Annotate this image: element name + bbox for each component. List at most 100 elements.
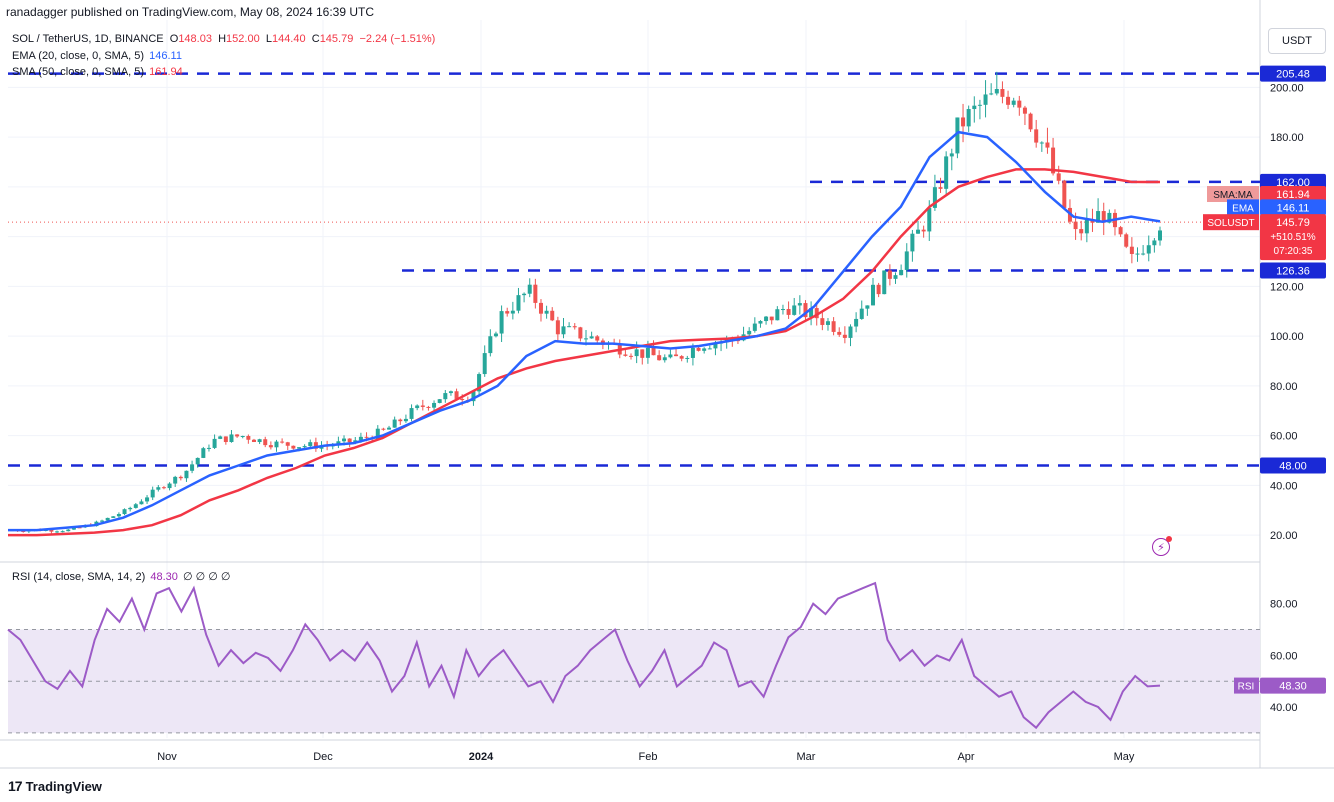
tradingview-logo[interactable]: 17 TradingView xyxy=(8,778,102,794)
rsi-y-tick-label: 40.00 xyxy=(1270,702,1298,714)
candle-body xyxy=(780,309,785,311)
candle-body xyxy=(769,316,774,321)
candle-body xyxy=(944,156,949,189)
candle-body xyxy=(775,309,780,321)
candle-body xyxy=(910,233,915,252)
sma-legend-value: 161.94 xyxy=(149,66,183,78)
candle-body xyxy=(437,399,442,403)
candle-body xyxy=(623,354,628,356)
candle-body xyxy=(443,393,448,400)
candle-body xyxy=(454,391,459,399)
candle-body xyxy=(1006,96,1011,105)
x-tick-label: Feb xyxy=(639,751,658,763)
rsi-line xyxy=(7,581,1161,730)
candle-body xyxy=(235,434,240,437)
candle-body xyxy=(572,326,577,328)
sma-legend[interactable]: SMA (50, close, 0, SMA, 5) 161.94 xyxy=(12,66,183,78)
publish-info: ranadagger published on TradingView.com,… xyxy=(6,5,375,19)
change-value: −2.24 (−1.51%) xyxy=(359,33,436,45)
candle-body xyxy=(916,229,921,234)
candle-body xyxy=(674,354,679,357)
candle-body xyxy=(139,501,144,505)
candle-body xyxy=(392,419,397,428)
lightning-icon[interactable]: ⚡ xyxy=(1152,536,1172,556)
candle-body xyxy=(1090,219,1095,223)
candle-body xyxy=(1079,229,1084,234)
candle-body xyxy=(510,310,515,314)
candle-body xyxy=(195,457,200,465)
candle-body xyxy=(809,308,814,318)
rsi-legend[interactable]: RSI (14, close, SMA, 14, 2) 48.30 ∅ ∅ ∅ … xyxy=(12,571,231,583)
y-tick-label: 120.00 xyxy=(1270,281,1304,293)
ema-name-tag-bg xyxy=(1227,199,1259,216)
candle-body xyxy=(347,438,352,443)
price-tags: 205.48 162.00 126.36 48.00 SMA:MA 161.94 EMA 14… xyxy=(1203,65,1326,694)
currency-button[interactable]: USDT xyxy=(1268,28,1326,54)
candle-body xyxy=(488,336,493,354)
candle-body xyxy=(764,316,769,322)
symbol-name-tag: SOLUSDT xyxy=(1207,218,1254,229)
candle-body xyxy=(184,470,189,479)
candle-body xyxy=(212,438,217,448)
candle-body xyxy=(403,418,408,422)
candle-body xyxy=(871,284,875,306)
candle-body xyxy=(240,436,245,438)
candle-body xyxy=(313,442,318,449)
candle-body xyxy=(1084,219,1089,234)
candle-body xyxy=(904,251,909,270)
high-value: 152.00 xyxy=(226,33,260,45)
candle-body xyxy=(251,439,256,443)
candle-body xyxy=(342,438,347,442)
rsi-extra: ∅ ∅ ∅ ∅ xyxy=(182,571,231,583)
candle-body xyxy=(167,483,172,489)
candle-body xyxy=(201,448,206,458)
candle-body xyxy=(1101,211,1106,223)
candle-body xyxy=(657,355,662,361)
candle-body xyxy=(938,187,943,189)
candle-body xyxy=(223,436,228,443)
y-tick-label: 80.00 xyxy=(1270,381,1298,393)
y-tick-label: 200.00 xyxy=(1270,82,1304,94)
candle-body xyxy=(460,398,465,401)
rsi-value-tag-bg xyxy=(1260,677,1326,694)
candle-body xyxy=(949,153,954,157)
y-tick-label: 40.00 xyxy=(1270,480,1298,492)
candle-body xyxy=(111,516,116,518)
candle-body xyxy=(578,327,583,339)
x-tick-label: Dec xyxy=(313,751,333,763)
candle-body xyxy=(218,436,223,439)
ema-legend-value: 146.11 xyxy=(149,50,182,62)
candle-body xyxy=(865,305,870,309)
candle-body xyxy=(358,436,363,441)
candle-body xyxy=(854,318,859,327)
candle-body xyxy=(150,489,155,498)
candle-body xyxy=(859,308,864,319)
open-value: 148.03 xyxy=(178,33,212,45)
candle-body xyxy=(285,442,290,446)
ema-legend[interactable]: EMA (20, close, 0, SMA, 5) 146.11 xyxy=(12,50,182,62)
candle-body xyxy=(972,105,977,110)
symbol-name[interactable]: SOL / TetherUS, 1D, BINANCE xyxy=(12,33,164,45)
candle-body xyxy=(471,391,476,402)
candle-body xyxy=(105,517,110,521)
candle-body xyxy=(257,439,262,443)
candle-body xyxy=(702,348,707,351)
candle-body xyxy=(477,374,482,392)
symbol-name-tag-bg xyxy=(1203,214,1259,231)
candle-body xyxy=(178,476,183,479)
candle-body xyxy=(837,331,842,335)
sma-name-tag: SMA:MA xyxy=(1213,190,1253,201)
candle-body xyxy=(1028,113,1033,130)
candle-body xyxy=(49,529,54,532)
candle-body xyxy=(927,207,932,232)
rsi-value-tag: 48.30 xyxy=(1279,681,1307,693)
candle-body xyxy=(561,326,566,335)
candle-body xyxy=(527,284,532,294)
candle-body xyxy=(989,93,994,95)
rsi-y-tick-label: 80.00 xyxy=(1270,599,1298,611)
candle-body xyxy=(448,391,453,394)
candle-body xyxy=(297,447,301,449)
candle-body xyxy=(786,309,791,315)
candle-body xyxy=(1062,180,1067,208)
